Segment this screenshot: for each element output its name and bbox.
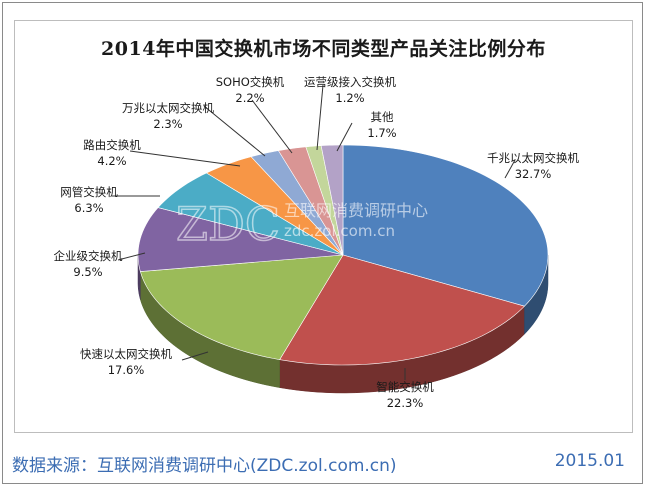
slice-8-value-label: 2.2% xyxy=(235,91,264,105)
slice-2-label: 智能交换机 xyxy=(376,380,434,394)
watermark-name: 互联网消费调研中心 xyxy=(284,201,428,220)
slice-7-label: 万兆以太网交换机 xyxy=(122,101,214,115)
slice-9 xyxy=(305,145,344,256)
slice-10-value-label: 1.7% xyxy=(367,126,396,140)
footer-source: 数据来源：互联网消费调研中心(ZDC.zol.com.cn) xyxy=(12,456,397,476)
chart-title: 2014年中国交换机市场不同类型产品关注比例分布 xyxy=(101,38,546,60)
slice-6-value-label: 4.2% xyxy=(97,154,126,168)
slice-10-leader-line xyxy=(336,122,353,152)
slice-6-leader-line xyxy=(129,150,241,167)
slice-5 xyxy=(157,172,344,256)
slice-6-label: 路由交换机 xyxy=(83,138,141,152)
slice-7-leader-line xyxy=(203,105,266,157)
slice-1-label: 千兆以太网交换机 xyxy=(487,151,579,165)
slice-labels: 千兆以太网交换机 32.7% 智能交换机 22.3% 快速以太网交换机 17.6% 企业级交… xyxy=(54,75,580,410)
footer-date: 2015.01 xyxy=(554,451,625,471)
watermark-logo: ZDC xyxy=(176,197,280,251)
slice-8 xyxy=(277,146,344,256)
slice-4-label: 企业级交换机 xyxy=(54,249,123,263)
slice-1-leader-line xyxy=(504,159,516,179)
slice-4-leader-line xyxy=(117,252,146,261)
slice-10 xyxy=(320,144,344,256)
watermark-url: zdc.zol.com.cn xyxy=(284,222,395,240)
slice-3-label: 快速以太网交换机 xyxy=(80,347,172,361)
slice-7-value-label: 2.3% xyxy=(153,117,182,131)
slice-1 xyxy=(342,144,549,307)
slice-4 xyxy=(137,207,344,272)
slice-9-value-label: 1.2% xyxy=(335,91,364,105)
slice-4-value-label: 9.5% xyxy=(73,265,102,279)
slice-9-label: 运营级接入交换机 xyxy=(304,75,396,89)
pie-slices xyxy=(137,144,549,366)
slice-7 xyxy=(250,150,344,256)
slice-10-label: 其他 xyxy=(371,110,394,124)
slice-9-leader-line xyxy=(316,84,324,151)
slice-8-label: SOHO交换机 xyxy=(216,75,285,89)
slice-8-leader-line xyxy=(251,99,293,154)
slice-2 xyxy=(279,254,526,366)
slice-2-value-label: 22.3% xyxy=(387,396,424,410)
slice-5-value-label: 6.3% xyxy=(74,201,103,215)
slice-3-value-label: 17.6% xyxy=(108,363,145,377)
leader-lines xyxy=(112,84,516,380)
slice-5-label: 网管交换机 xyxy=(60,185,118,199)
watermark: ZDC 互联网消费调研中心 zdc.zol.com.cn xyxy=(175,196,428,252)
slice-3-leader-line xyxy=(181,351,209,361)
slice-1-value-label: 32.7% xyxy=(515,167,552,181)
slice-3 xyxy=(139,254,344,360)
